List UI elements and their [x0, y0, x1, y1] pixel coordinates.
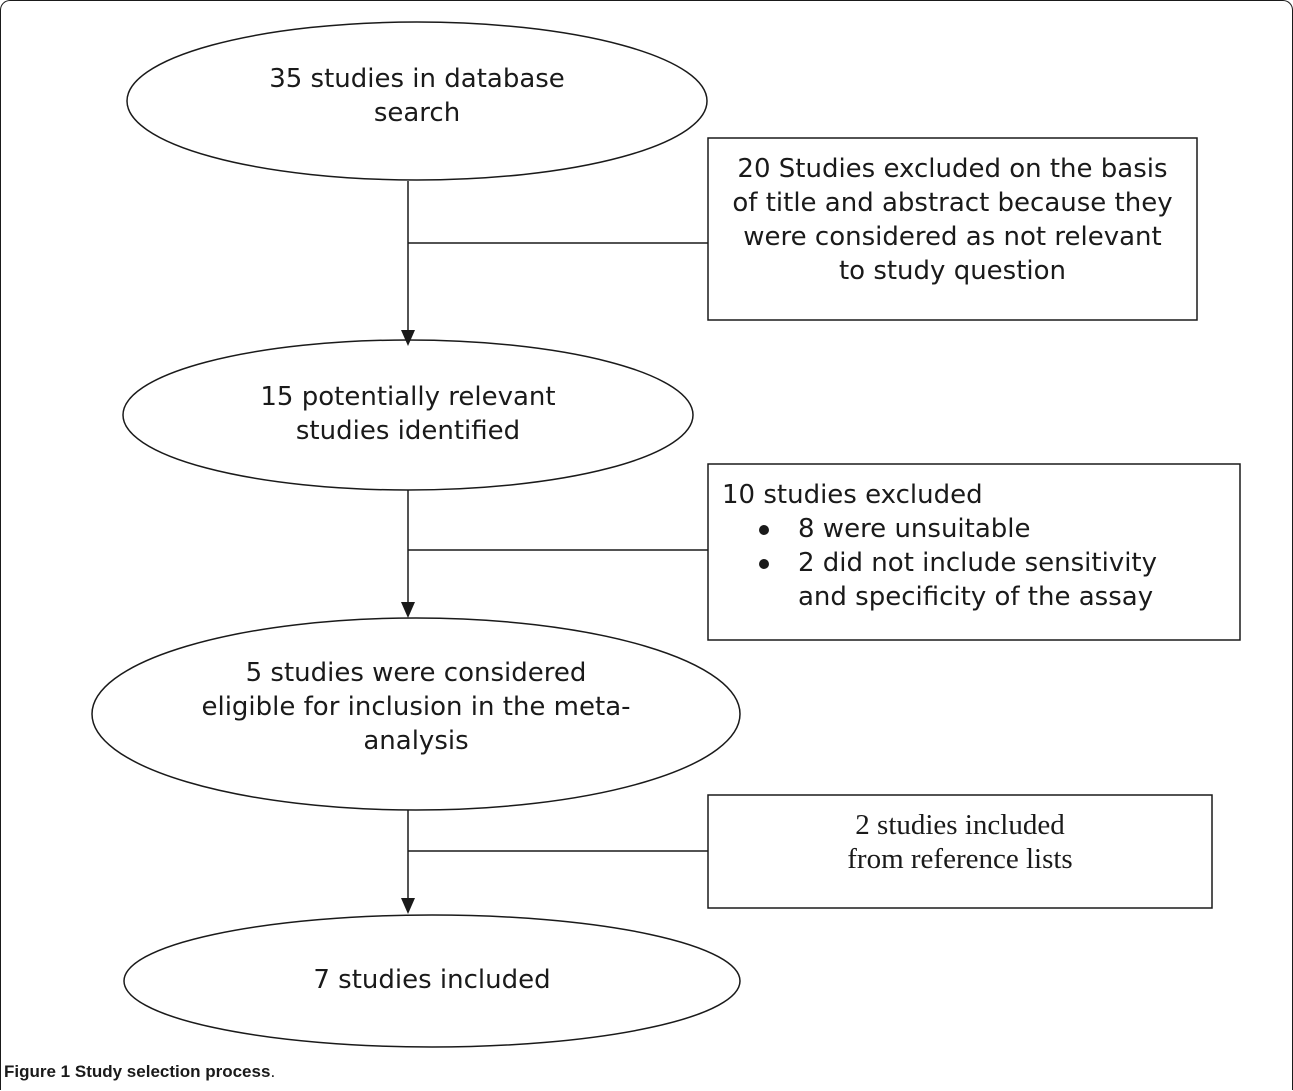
node-line: 5 studies were considered: [245, 658, 587, 688]
box-line: were considered as not relevant: [743, 222, 1162, 252]
exclusion-reason: 8 were unsuitable: [722, 512, 1232, 546]
box-excluded-title-abstract-label: 20 Studies excluded on the basis of titl…: [708, 152, 1197, 288]
arrowhead-3: [401, 898, 415, 914]
box-line: 20 Studies excluded on the basis: [737, 154, 1168, 184]
box-line: from reference lists: [847, 843, 1073, 875]
exclusion-reasons: 8 were unsuitable 2 did not include sens…: [722, 512, 1232, 614]
box-excluded-title-abstract: [707, 137, 1198, 321]
node-line: eligible for inclusion in the meta-: [201, 692, 631, 722]
node-potentially-relevant-label: 15 potentially relevant studies identifi…: [123, 380, 693, 448]
node-eligible: [91, 617, 741, 811]
exclusion-reason-line: and specificity of the assay: [798, 582, 1154, 612]
figure-caption-text: Study selection process: [74, 1062, 271, 1081]
node-line: 15 potentially relevant: [260, 382, 556, 412]
node-database-search-label: 35 studies in database search: [127, 62, 707, 130]
node-line: search: [373, 98, 461, 128]
node-included-label: 7 studies included: [124, 963, 740, 997]
box-excluded-unsuitable-label: 10 studies excluded 8 were unsuitable 2 …: [722, 478, 1232, 614]
node-line: 35 studies in database: [269, 64, 565, 94]
arrowhead-2: [401, 602, 415, 618]
box-line: of title and abstract because they: [732, 188, 1173, 218]
figure-caption-label: Figure 1: [4, 1062, 71, 1081]
box-line: 2 studies included: [855, 809, 1065, 841]
box-line: to study question: [838, 256, 1067, 286]
node-included: [123, 914, 741, 1048]
box-excluded-unsuitable: [707, 463, 1241, 641]
node-database-search: [126, 21, 708, 181]
node-line: 7 studies included: [313, 965, 551, 995]
node-line: studies identified: [295, 416, 521, 446]
figure-caption: Figure 1 Study selection process.: [4, 1062, 276, 1081]
arrowhead-1: [401, 330, 415, 346]
box-reference-lists-label: 2 studies included from reference lists: [708, 808, 1212, 876]
node-line: analysis: [363, 726, 469, 756]
exclusion-reason-line: 2 did not include sensitivity: [798, 548, 1158, 578]
node-eligible-label: 5 studies were considered eligible for i…: [92, 656, 740, 758]
exclusion-heading: 10 studies excluded: [722, 480, 983, 510]
exclusion-reason: 2 did not include sensitivity and specifi…: [722, 546, 1232, 614]
